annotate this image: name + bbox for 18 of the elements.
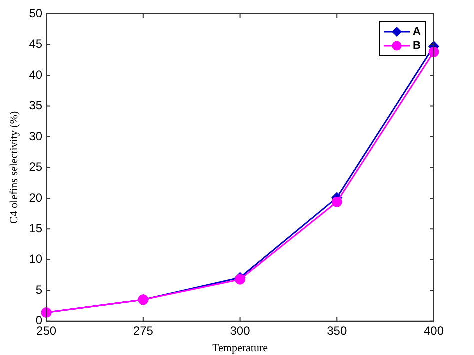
x-tick-label: 300 xyxy=(230,324,251,338)
y-tick-label: 10 xyxy=(29,252,43,266)
x-axis-title: Temperature xyxy=(212,342,268,354)
x-tick-label: 275 xyxy=(133,324,154,338)
legend-label: B xyxy=(413,40,421,52)
legend-label: A xyxy=(413,26,421,38)
x-tick-label: 400 xyxy=(424,324,444,338)
x-tick-label: 350 xyxy=(327,324,348,338)
y-tick-label: 50 xyxy=(29,6,43,20)
y-tick-label: 30 xyxy=(29,129,43,144)
y-tick-label: 20 xyxy=(29,190,43,205)
y-tick-label: 40 xyxy=(29,68,43,82)
y-tick-label: 45 xyxy=(29,37,43,52)
y-tick-label: 25 xyxy=(29,160,43,174)
y-tick-label: 5 xyxy=(36,282,43,297)
y-tick-label: 35 xyxy=(29,98,43,113)
y-tick-label: 15 xyxy=(29,221,43,236)
y-axis-title: C4 olefins selectivity (%) xyxy=(8,111,20,224)
